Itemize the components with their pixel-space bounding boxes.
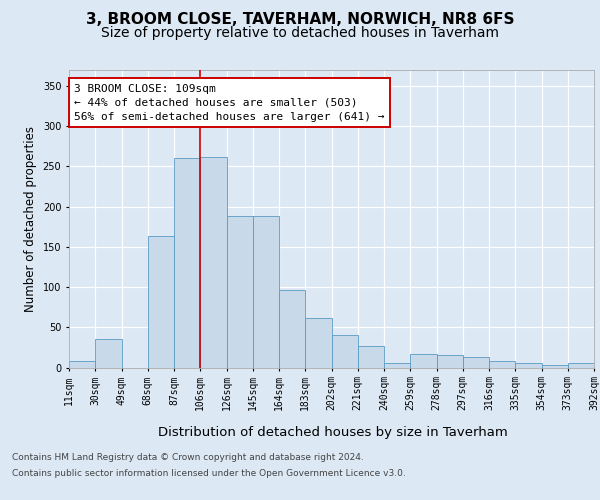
- Bar: [542, 365, 568, 368]
- Text: Contains public sector information licensed under the Open Government Licence v3: Contains public sector information licen…: [12, 468, 406, 477]
- Bar: [95, 340, 121, 367]
- Bar: [463, 357, 489, 368]
- Bar: [174, 158, 200, 368]
- Bar: [148, 236, 174, 368]
- Y-axis label: Number of detached properties: Number of detached properties: [24, 126, 37, 312]
- Bar: [331, 336, 358, 368]
- Text: Distribution of detached houses by size in Taverham: Distribution of detached houses by size …: [158, 426, 508, 439]
- Bar: [305, 318, 331, 368]
- Bar: [227, 216, 253, 368]
- Bar: [253, 216, 279, 368]
- Text: Contains HM Land Registry data © Crown copyright and database right 2024.: Contains HM Land Registry data © Crown c…: [12, 454, 364, 462]
- Bar: [279, 290, 305, 368]
- Bar: [200, 157, 227, 368]
- Text: Size of property relative to detached houses in Taverham: Size of property relative to detached ho…: [101, 26, 499, 40]
- Bar: [489, 361, 515, 368]
- Bar: [410, 354, 437, 368]
- Text: 3 BROOM CLOSE: 109sqm
← 44% of detached houses are smaller (503)
56% of semi-det: 3 BROOM CLOSE: 109sqm ← 44% of detached …: [74, 84, 385, 122]
- Bar: [437, 356, 463, 368]
- Bar: [515, 364, 542, 368]
- Bar: [384, 364, 410, 368]
- Text: 3, BROOM CLOSE, TAVERHAM, NORWICH, NR8 6FS: 3, BROOM CLOSE, TAVERHAM, NORWICH, NR8 6…: [86, 12, 514, 28]
- Bar: [568, 364, 594, 368]
- Bar: [358, 346, 384, 368]
- Bar: [69, 361, 95, 368]
